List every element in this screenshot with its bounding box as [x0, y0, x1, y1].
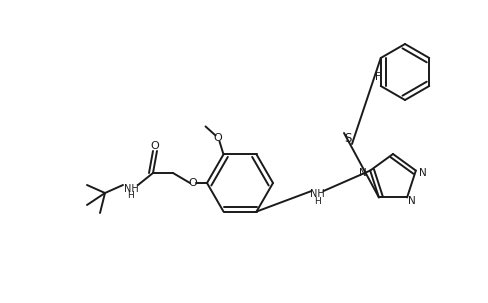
Text: S: S: [344, 132, 351, 145]
Text: NH: NH: [309, 189, 324, 199]
Text: O: O: [213, 133, 222, 143]
Text: N: N: [407, 196, 415, 206]
Text: N: N: [418, 168, 426, 178]
Text: H: H: [313, 197, 320, 205]
Text: NH: NH: [123, 184, 138, 194]
Text: N: N: [359, 168, 366, 178]
Text: F: F: [374, 72, 380, 82]
Text: H: H: [127, 191, 134, 201]
Text: O: O: [188, 178, 197, 188]
Text: O: O: [150, 141, 159, 151]
